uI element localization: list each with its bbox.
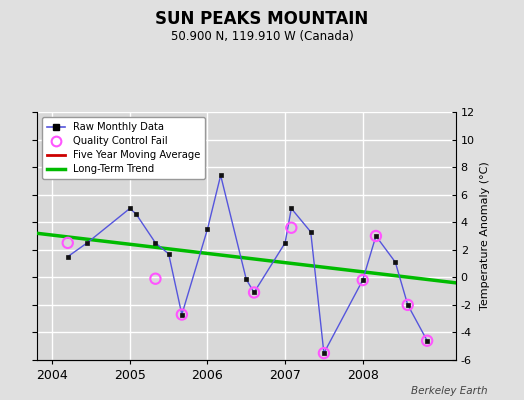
Text: SUN PEAKS MOUNTAIN: SUN PEAKS MOUNTAIN <box>156 10 368 28</box>
Point <box>320 350 328 356</box>
Point <box>151 276 160 282</box>
Point <box>63 240 72 246</box>
Legend: Raw Monthly Data, Quality Control Fail, Five Year Moving Average, Long-Term Tren: Raw Monthly Data, Quality Control Fail, … <box>42 117 205 179</box>
Text: 50.900 N, 119.910 W (Canada): 50.900 N, 119.910 W (Canada) <box>171 30 353 43</box>
Point <box>250 289 258 296</box>
Point <box>423 338 431 344</box>
Point <box>358 277 367 283</box>
Point <box>372 233 380 239</box>
Y-axis label: Temperature Anomaly (°C): Temperature Anomaly (°C) <box>481 162 490 310</box>
Point <box>287 224 296 231</box>
Text: Berkeley Earth: Berkeley Earth <box>411 386 487 396</box>
Point <box>178 311 186 318</box>
Point <box>403 302 412 308</box>
